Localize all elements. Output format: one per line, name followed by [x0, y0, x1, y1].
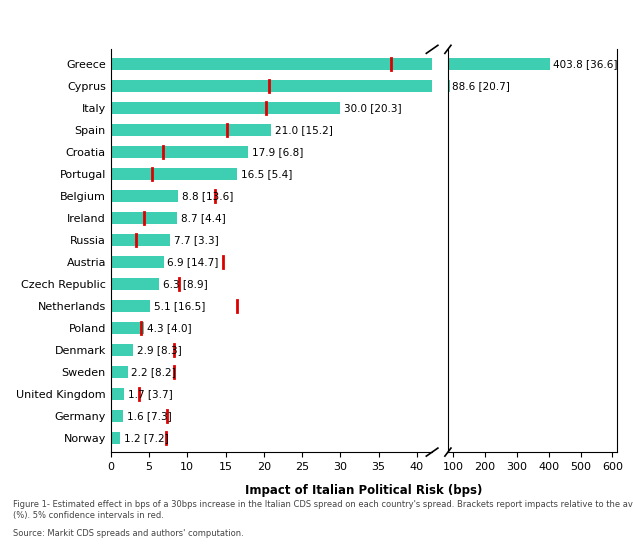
Text: 21.0 [15.2]: 21.0 [15.2] [275, 124, 333, 135]
Bar [422, 79, 449, 92]
Text: 1.6 [7.3]: 1.6 [7.3] [127, 411, 172, 421]
Bar [111, 168, 237, 180]
Bar [111, 432, 120, 444]
Text: 30.0 [20.3]: 30.0 [20.3] [344, 102, 402, 113]
Bar [111, 124, 272, 136]
Text: 8.8 [13.6]: 8.8 [13.6] [182, 191, 234, 201]
Text: 16.5 [5.4]: 16.5 [5.4] [241, 169, 292, 179]
Bar [111, 79, 432, 92]
Bar [111, 146, 248, 158]
Text: Source: Markit CDS spreads and authors' computation.: Source: Markit CDS spreads and authors' … [13, 529, 244, 538]
Bar [111, 322, 144, 334]
Bar [111, 344, 133, 356]
Text: 403.8 [36.6]: 403.8 [36.6] [553, 59, 617, 68]
Bar [111, 366, 128, 378]
Text: 2.9 [8.3]: 2.9 [8.3] [137, 345, 182, 355]
Text: 1.2 [7.2]: 1.2 [7.2] [124, 433, 168, 443]
Bar [111, 58, 432, 70]
Text: (%). 5% confidence intervals in red.: (%). 5% confidence intervals in red. [13, 511, 163, 520]
Text: Impact of Italian Political Risk (bps): Impact of Italian Political Risk (bps) [245, 484, 482, 497]
Text: 2.2 [8.2]: 2.2 [8.2] [132, 367, 176, 377]
Bar [111, 278, 159, 290]
Bar [111, 300, 150, 312]
Text: 5.1 [16.5]: 5.1 [16.5] [154, 301, 205, 311]
Text: 7.7 [3.3]: 7.7 [3.3] [173, 235, 218, 245]
Bar [111, 212, 177, 224]
Bar [111, 233, 170, 246]
Text: FIGURE 1 IMPACT OF ITALIAN POLITICAL RISK (BPS): FIGURE 1 IMPACT OF ITALIAN POLITICAL RIS… [8, 14, 411, 27]
Bar [111, 190, 178, 202]
Bar [111, 388, 124, 400]
Bar [422, 58, 550, 70]
Text: 88.6 [20.7]: 88.6 [20.7] [452, 81, 510, 90]
Bar [111, 101, 341, 113]
Text: 1.7 [3.7]: 1.7 [3.7] [128, 389, 172, 399]
Text: 8.7 [4.4]: 8.7 [4.4] [181, 213, 226, 222]
Text: Figure 1- Estimated effect in bps of a 30bps increase in the Italian CDS spread : Figure 1- Estimated effect in bps of a 3… [13, 500, 633, 509]
Text: 4.3 [4.0]: 4.3 [4.0] [147, 323, 192, 333]
Text: 6.3 [8.9]: 6.3 [8.9] [163, 279, 208, 289]
Bar [111, 256, 163, 268]
Text: 6.9 [14.7]: 6.9 [14.7] [167, 256, 219, 267]
Text: 17.9 [6.8]: 17.9 [6.8] [251, 147, 303, 157]
Bar [111, 410, 123, 422]
